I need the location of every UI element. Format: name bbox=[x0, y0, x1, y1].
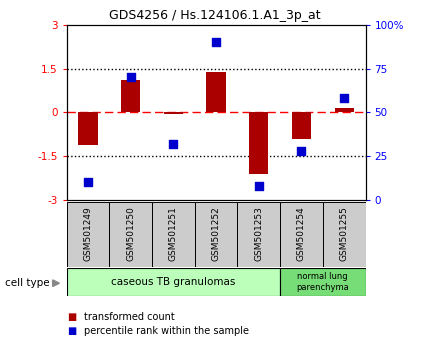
Bar bbox=[335, 108, 354, 113]
Bar bbox=[67, 202, 109, 267]
Bar bbox=[237, 202, 280, 267]
Point bbox=[170, 141, 177, 147]
Bar bbox=[323, 202, 366, 267]
Text: transformed count: transformed count bbox=[84, 312, 175, 322]
Text: ■: ■ bbox=[67, 312, 76, 322]
Bar bbox=[109, 202, 152, 267]
Bar bbox=[280, 202, 323, 267]
Text: normal lung
parenchyma: normal lung parenchyma bbox=[296, 272, 349, 292]
Text: caseous TB granulomas: caseous TB granulomas bbox=[111, 277, 236, 287]
Text: GSM501251: GSM501251 bbox=[169, 206, 178, 261]
Bar bbox=[195, 202, 237, 267]
Bar bbox=[152, 202, 195, 267]
Bar bbox=[292, 113, 311, 139]
Point bbox=[85, 180, 92, 185]
Text: GSM501249: GSM501249 bbox=[83, 206, 92, 261]
Text: percentile rank within the sample: percentile rank within the sample bbox=[84, 326, 249, 336]
Bar bbox=[67, 268, 280, 296]
Text: GSM501254: GSM501254 bbox=[297, 206, 306, 261]
Text: GSM501252: GSM501252 bbox=[212, 206, 221, 261]
Bar bbox=[164, 113, 183, 114]
Point bbox=[298, 148, 305, 154]
Text: cell type: cell type bbox=[5, 278, 50, 288]
Text: GDS4256 / Hs.124106.1.A1_3p_at: GDS4256 / Hs.124106.1.A1_3p_at bbox=[109, 9, 321, 22]
Bar bbox=[121, 80, 140, 113]
Text: ■: ■ bbox=[67, 326, 76, 336]
Text: GSM501253: GSM501253 bbox=[254, 206, 263, 261]
Point bbox=[127, 75, 134, 80]
Bar bbox=[78, 113, 98, 144]
Point bbox=[212, 40, 219, 45]
Bar bbox=[206, 72, 226, 113]
Bar bbox=[249, 113, 268, 174]
Text: GSM501250: GSM501250 bbox=[126, 206, 135, 261]
Point bbox=[341, 96, 347, 101]
Point bbox=[255, 183, 262, 189]
Bar bbox=[280, 268, 366, 296]
Text: GSM501255: GSM501255 bbox=[340, 206, 349, 261]
